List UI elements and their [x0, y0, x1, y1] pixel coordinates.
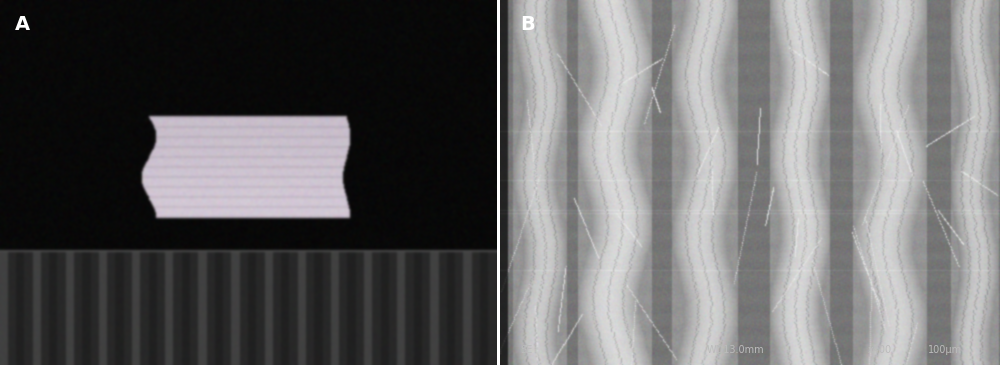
Text: A: A [15, 15, 30, 34]
Text: x400: x400 [868, 345, 892, 356]
Text: B: B [520, 15, 535, 34]
Text: WD13.0mm: WD13.0mm [706, 345, 764, 356]
Text: 100μm: 100μm [928, 345, 962, 356]
Text: SE: SE [520, 345, 532, 356]
